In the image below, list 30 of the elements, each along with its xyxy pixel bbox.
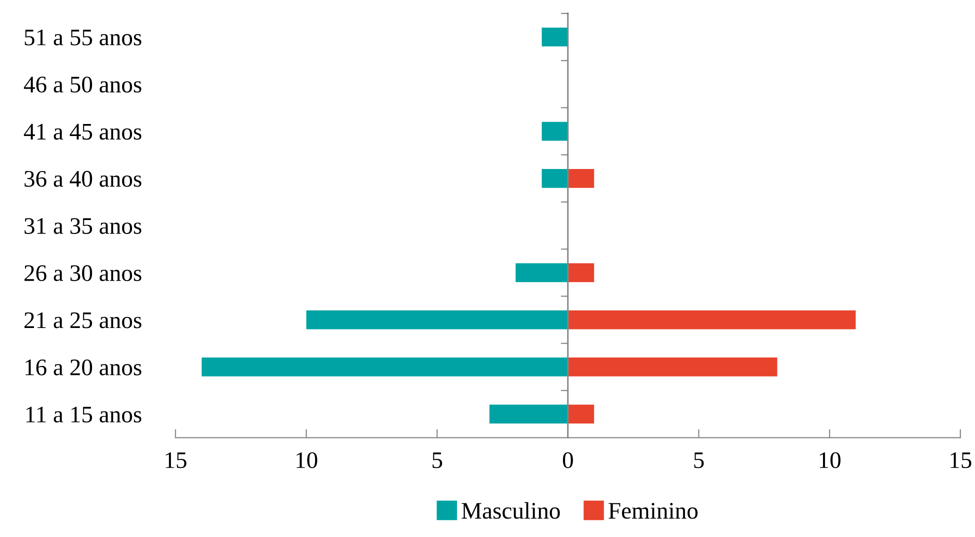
- y-tick-label: 21 a 25 anos: [24, 312, 142, 328]
- bar: [542, 122, 568, 141]
- y-tick-label: 16 a 20 anos: [26, 359, 142, 376]
- y-tick-label: 31 a 35 anos: [24, 218, 142, 234]
- x-tick-label: 0: [562, 452, 573, 468]
- x-tick-label: 5: [432, 452, 442, 468]
- bar: [568, 404, 594, 424]
- bar: [306, 310, 568, 330]
- y-tick-label: 26 a 30 anos: [24, 265, 142, 282]
- x-tick-label: 10: [296, 452, 318, 468]
- bar: [516, 263, 568, 282]
- x-tick-label: 15: [950, 452, 972, 468]
- x-tick-label: 5: [694, 452, 704, 468]
- y-tick-label: 36 a 40 anos: [24, 170, 142, 187]
- legend-label: Masculino: [462, 502, 560, 519]
- y-tick-label: 11 a 15 anos: [26, 406, 142, 423]
- x-tick-label: 10: [820, 452, 840, 468]
- bar: [542, 168, 568, 188]
- bar: [568, 358, 778, 376]
- bar: [568, 168, 594, 188]
- bar: [489, 404, 568, 424]
- y-tick-label: 41 a 45 anos: [24, 124, 142, 140]
- x-tick-label: 15: [166, 452, 186, 468]
- y-tick-label: 46 a 50 anos: [24, 76, 142, 93]
- bar: [202, 358, 568, 376]
- bar: [568, 310, 856, 330]
- bar: [568, 263, 594, 282]
- bar: [542, 28, 568, 46]
- legend-label: Feminino: [608, 502, 698, 519]
- y-tick-label: 51 a 55 anos: [24, 30, 142, 46]
